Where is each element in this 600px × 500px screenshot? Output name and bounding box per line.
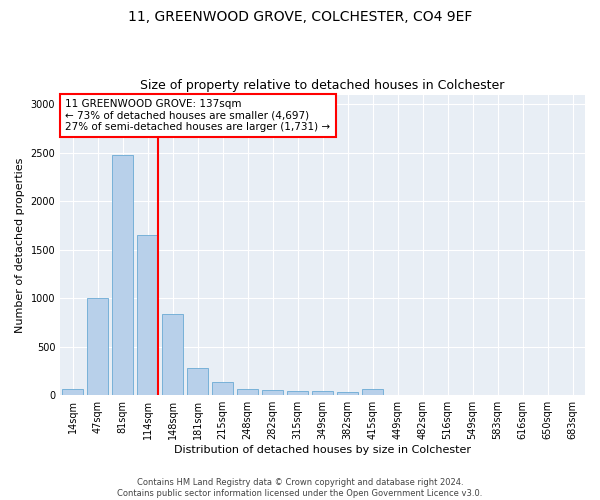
Bar (212, 382, 233, 395)
Title: Size of property relative to detached houses in Colchester: Size of property relative to detached ho… (140, 79, 505, 92)
Text: 11, GREENWOOD GROVE, COLCHESTER, CO4 9EF: 11, GREENWOOD GROVE, COLCHESTER, CO4 9EF (128, 10, 472, 24)
Text: Contains HM Land Registry data © Crown copyright and database right 2024.
Contai: Contains HM Land Registry data © Crown c… (118, 478, 482, 498)
Bar (187, 368, 208, 395)
Bar (262, 390, 283, 395)
Bar (162, 314, 183, 395)
Y-axis label: Number of detached properties: Number of detached properties (15, 157, 25, 332)
Bar (87, 298, 108, 395)
X-axis label: Distribution of detached houses by size in Colchester: Distribution of detached houses by size … (174, 445, 471, 455)
Bar (287, 391, 308, 395)
Bar (137, 235, 158, 395)
Bar (237, 390, 258, 395)
Bar (362, 390, 383, 395)
Bar (312, 392, 333, 395)
Bar (337, 392, 358, 395)
Text: 11 GREENWOOD GROVE: 137sqm
← 73% of detached houses are smaller (4,697)
27% of s: 11 GREENWOOD GROVE: 137sqm ← 73% of deta… (65, 99, 331, 132)
Bar (112, 154, 133, 395)
Bar (62, 390, 83, 395)
